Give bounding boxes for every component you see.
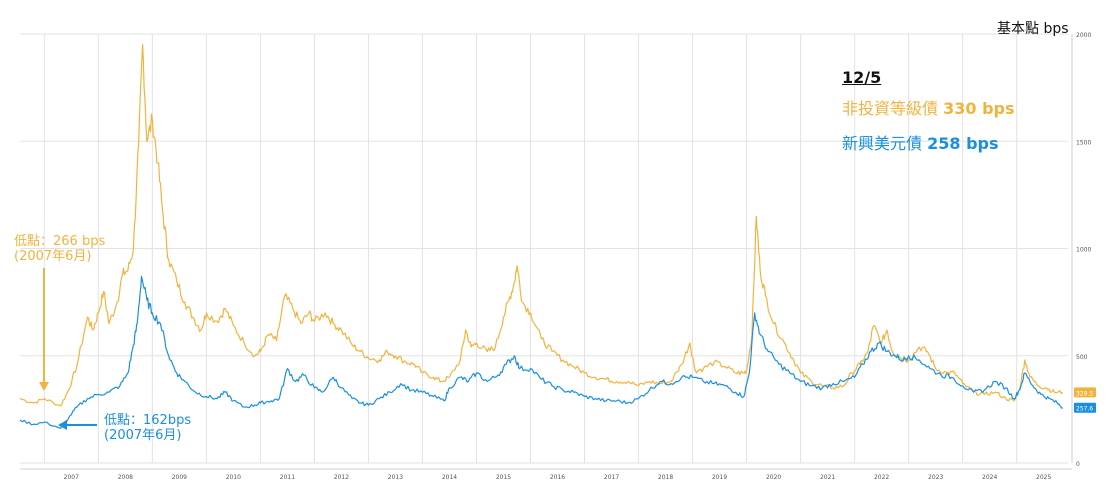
x-tick-label: 2021 — [820, 474, 835, 481]
annotation-arrows — [39, 268, 97, 430]
high-yield-low-arrow-head — [39, 382, 49, 391]
end-tag-label-em_usd: 257.6 — [1076, 406, 1093, 413]
y-tick-label: 0 — [1076, 461, 1080, 468]
x-tick-label: 2019 — [712, 474, 727, 481]
x-tick-label: 2012 — [334, 474, 349, 481]
x-tick-label: 2024 — [982, 474, 997, 481]
chart-series-lines — [19, 44, 1063, 429]
x-tick-label: 2015 — [496, 474, 511, 481]
x-tick-label: 2009 — [172, 474, 187, 481]
x-tick-label: 2023 — [928, 474, 943, 481]
legend-item-high-yield: 非投資等級債 330 bps — [842, 95, 1015, 119]
annotation-em-usd-low-line2: (2007年6月) — [104, 428, 182, 443]
x-tick-label: 2020 — [766, 474, 781, 481]
x-tick-label: 2010 — [226, 474, 241, 481]
x-tick-label: 2013 — [388, 474, 403, 481]
x-tick-label: 2011 — [280, 474, 295, 481]
x-tick-label: 2016 — [550, 474, 565, 481]
x-tick-label: 2007 — [64, 474, 79, 481]
annotation-em-usd-low-line1: 低點：162bps — [104, 413, 192, 428]
x-tick-label: 2025 — [1036, 474, 1051, 481]
legend-em-usd-name: 新興美元債 — [842, 134, 923, 153]
x-tick-label: 2022 — [874, 474, 889, 481]
y-tick-label: 1000 — [1076, 247, 1091, 254]
legend: 12/5 非投資等級債 330 bps 新興美元債 258 bps — [842, 68, 1015, 165]
em-usd-low-arrow-head — [58, 420, 67, 430]
y-tick-label: 2000 — [1076, 32, 1091, 39]
x-tick-label: 2014 — [442, 474, 457, 481]
series-line-high-yield — [19, 44, 1063, 407]
end-tag-em_usd — [1074, 402, 1096, 413]
legend-item-em-usd: 新興美元債 258 bps — [842, 130, 1015, 154]
series-line-em-usd — [19, 275, 1063, 429]
annotation-em-usd-low: 低點：162bps (2007年6月) — [104, 413, 191, 443]
y-tick-label: 500 — [1076, 354, 1088, 361]
end-tag-label-high_yield: 329.5 — [1076, 390, 1093, 397]
legend-em-usd-value: 258 bps — [927, 134, 999, 153]
annotation-high-yield-low: 低點：266 bps (2007年6月) — [14, 234, 105, 264]
x-axis: 2007 2008 2009 2010 2011 2012 2013 2014 2015 2016… — [20, 468, 1072, 481]
y-tick-label: 1500 — [1076, 139, 1091, 146]
end-value-tags: 329.5 257.6 — [1074, 387, 1096, 413]
legend-high-yield-name: 非投資等級債 — [842, 99, 939, 118]
x-tick-label: 2018 — [658, 474, 673, 481]
legend-date: 12/5 — [842, 68, 882, 87]
legend-high-yield-value: 330 bps — [943, 99, 1015, 118]
annotation-high-yield-low-line1: 低點：266 bps — [14, 234, 106, 249]
y-axis-unit-label: 基本點 bps — [997, 21, 1069, 37]
end-tag-high_yield — [1074, 387, 1096, 398]
y-axis: 0 500 1000 1500 2000 — [1071, 32, 1091, 468]
chart-grid — [20, 33, 1068, 464]
annotation-high-yield-low-line2: (2007年6月) — [14, 249, 92, 264]
x-tick-label: 2008 — [118, 474, 133, 481]
x-tick-label: 2017 — [604, 474, 619, 481]
